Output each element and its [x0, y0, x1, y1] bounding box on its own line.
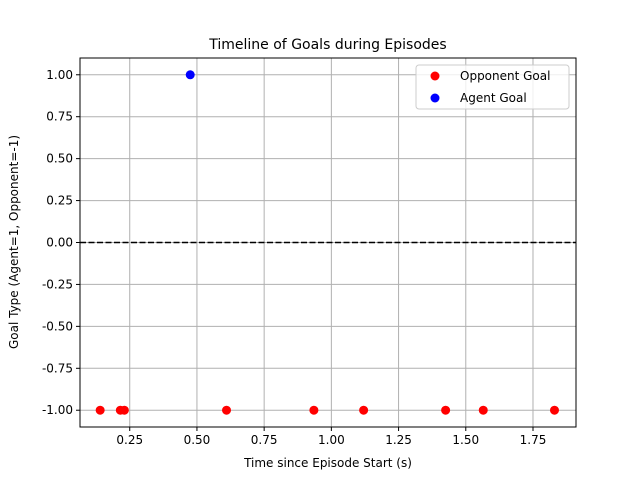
x-tick-label: 1.75	[520, 433, 547, 447]
data-point	[441, 405, 451, 415]
y-axis-ticks: -1.00 -0.75 -0.50 -0.25 0.00 0.25 0.50 0.75 1.00	[42, 68, 80, 417]
data-point	[119, 405, 129, 415]
y-tick-label: 1.00	[46, 68, 73, 82]
y-tick-label: -0.50	[42, 319, 73, 333]
legend-label: Opponent Goal	[460, 69, 550, 83]
data-point	[95, 405, 105, 415]
data-point	[185, 70, 195, 80]
y-tick-label: -1.00	[42, 403, 73, 417]
x-tick-label: 1.25	[385, 433, 412, 447]
data-point	[222, 405, 232, 415]
x-tick-label: 0.25	[116, 433, 143, 447]
x-axis-label: Time since Episode Start (s)	[243, 456, 412, 470]
data-points	[95, 70, 559, 415]
data-point	[478, 405, 488, 415]
y-axis-label: Goal Type (Agent=1, Opponent=-1)	[7, 135, 21, 349]
chart-title: Timeline of Goals during Episodes	[208, 37, 446, 53]
data-point	[549, 405, 559, 415]
y-tick-label: -0.75	[42, 361, 73, 375]
x-tick-label: 1.50	[452, 433, 479, 447]
legend: Opponent Goal Agent Goal	[415, 64, 570, 110]
x-tick-label: 0.75	[251, 433, 278, 447]
data-point	[309, 405, 319, 415]
legend-marker	[430, 93, 440, 103]
y-tick-label: 0.50	[46, 152, 73, 166]
data-point	[359, 405, 369, 415]
y-tick-label: 0.75	[46, 110, 73, 124]
x-tick-label: 0.50	[184, 433, 211, 447]
y-tick-label: 0.25	[46, 194, 73, 208]
x-axis-ticks: 0.25 0.50 0.75 1.00 1.25 1.50 1.75	[116, 427, 546, 447]
legend-box	[415, 64, 570, 110]
legend-label: Agent Goal	[460, 91, 527, 105]
x-tick-label: 1.00	[318, 433, 345, 447]
y-tick-label: 0.00	[46, 236, 73, 250]
legend-marker	[430, 71, 440, 81]
y-tick-label: -0.25	[42, 277, 73, 291]
